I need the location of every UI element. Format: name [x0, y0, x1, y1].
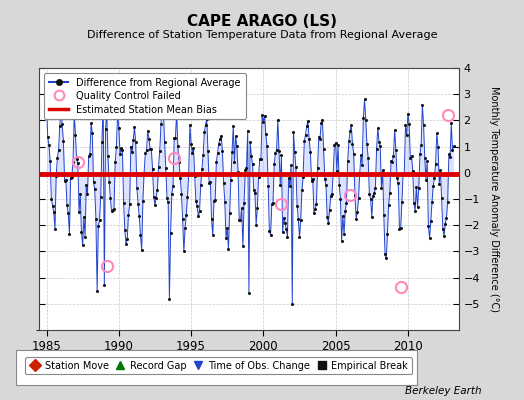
Text: CAPE ARAGO (LS): CAPE ARAGO (LS) — [187, 14, 337, 29]
Y-axis label: Monthly Temperature Anomaly Difference (°C): Monthly Temperature Anomaly Difference (… — [489, 86, 499, 312]
Text: Berkeley Earth: Berkeley Earth — [406, 386, 482, 396]
Legend: Station Move, Record Gap, Time of Obs. Change, Empirical Break: Station Move, Record Gap, Time of Obs. C… — [25, 357, 412, 374]
FancyBboxPatch shape — [16, 350, 417, 385]
Legend: Difference from Regional Average, Quality Control Failed, Estimated Station Mean: Difference from Regional Average, Qualit… — [44, 73, 246, 119]
Text: Difference of Station Temperature Data from Regional Average: Difference of Station Temperature Data f… — [87, 30, 437, 40]
